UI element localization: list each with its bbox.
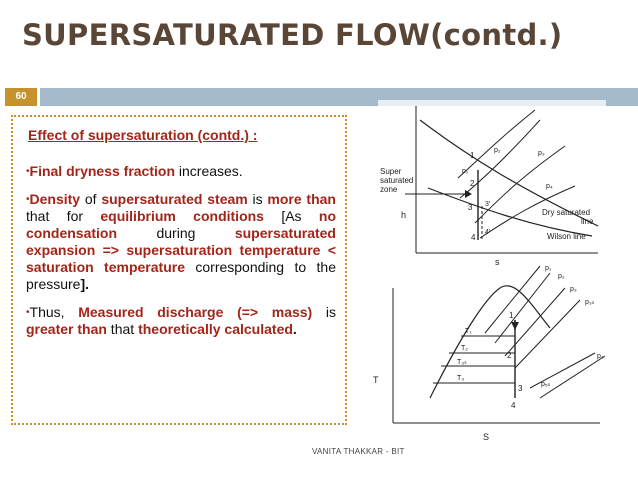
label-T2: T₂ <box>461 345 468 352</box>
text: that for <box>26 208 101 224</box>
label-T1: T₁ <box>465 328 472 335</box>
text: increases. <box>175 163 243 179</box>
slide-title: SUPERSATURATED FLOW(contd.) <box>22 18 563 52</box>
label-p3s: p₃ₛ <box>585 299 595 306</box>
zone-arrowhead <box>465 190 472 198</box>
point-3: 3 <box>468 203 473 212</box>
isobar-p3s <box>514 299 581 369</box>
label-p1: p₁ <box>545 265 552 272</box>
expansion-arrowhead <box>511 322 519 330</box>
point-1: 1 <box>470 151 475 160</box>
text: Thus, <box>29 304 79 320</box>
point-4: 4 <box>511 401 516 410</box>
term: more than <box>267 191 336 207</box>
term: Measured discharge (=> mass) <box>78 304 313 320</box>
ts-diagram: T S T₁ T₂ T₃ₛ T₃ p₁ p₂ p₃ p₃ₛ p₄ p₅ₛ 1 2… <box>373 265 606 442</box>
point-4: 4 <box>471 233 476 242</box>
isobar-p5s <box>539 355 606 399</box>
isobar-p4 <box>479 185 576 239</box>
point-3: 3 <box>518 384 523 393</box>
diagram-band <box>378 100 606 106</box>
dry-saturated-label: Dry saturated <box>542 208 590 217</box>
s-axis-label: s <box>495 257 500 267</box>
label-p3: p₃ <box>570 286 577 293</box>
t-axis-label: T <box>373 375 379 385</box>
term: no condensation <box>26 208 336 241</box>
h-axis-label: h <box>401 210 406 220</box>
label-p4: p₄ <box>546 183 553 190</box>
point-4-prime: 4' <box>485 229 490 236</box>
text: [As <box>263 208 319 224</box>
footer-author: VANITA THAKKAR - BIT <box>312 447 405 456</box>
point-2: 2 <box>507 351 512 360</box>
saturation-dome <box>429 285 551 399</box>
text: during <box>117 225 235 241</box>
isobar-p2 <box>494 272 551 344</box>
text: that <box>106 321 139 337</box>
paragraph-dryness: •Final dryness fraction increases. <box>26 163 336 180</box>
label-p2: p₂ <box>494 147 501 154</box>
term: theoretically calculated <box>138 321 293 337</box>
hs-diagram: Super saturated zone h s p₁ p₂ p₃ p₄ 1 2… <box>378 100 606 267</box>
isobar-p4 <box>529 352 596 389</box>
isobar-p2 <box>459 119 541 199</box>
slide-number: 60 <box>5 88 37 106</box>
label-p3: p₃ <box>538 150 545 157</box>
supersat-label: Super <box>380 167 402 176</box>
supersat-label: zone <box>380 185 398 194</box>
label-p4: p₄ <box>597 353 604 360</box>
point-2: 2 <box>470 179 475 188</box>
term: Density <box>29 191 81 207</box>
term: equilibrium conditions <box>100 208 264 224</box>
text-box: Effect of supersaturation (contd.) : •Fi… <box>11 115 347 425</box>
term: supersaturated expansion => supersaturat… <box>26 225 336 275</box>
text: is <box>312 304 337 320</box>
point-1: 1 <box>509 311 514 320</box>
label-T3: T₃ <box>457 375 464 382</box>
paragraph-discharge: •Thus, Measured discharge (=> mass) is g… <box>26 304 336 338</box>
wilson-line-label: Wilson line <box>547 232 586 241</box>
text: of <box>80 191 102 207</box>
text: is <box>247 191 268 207</box>
label-p2: p₂ <box>558 273 565 280</box>
s-axis-label: S <box>483 432 489 442</box>
wilson-line <box>427 187 593 237</box>
text: corresponding to the pressure <box>26 259 337 292</box>
label-T3s: T₃ₛ <box>457 359 467 366</box>
text: . <box>292 321 297 337</box>
dry-saturated-label: line <box>581 217 594 226</box>
term: supersaturated steam <box>101 191 248 207</box>
text: ]. <box>80 276 90 292</box>
bullet: • <box>26 166 30 177</box>
dry-saturated-line <box>419 119 599 227</box>
isobar-p3 <box>474 145 566 224</box>
supersat-label: saturated <box>380 176 413 185</box>
isobar-p1 <box>457 109 536 179</box>
label-p5s: p₅ₛ <box>541 381 551 388</box>
bullet: • <box>26 194 30 205</box>
term: greater than <box>26 321 107 337</box>
isobar-p1 <box>484 265 541 334</box>
paragraph-density: •Density of supersaturated steam is more… <box>26 191 336 293</box>
point-3-prime: 3' <box>485 201 490 208</box>
term: Final dryness fraction <box>29 163 175 179</box>
section-heading: Effect of supersaturation (contd.) : <box>28 127 258 143</box>
bullet: • <box>26 307 30 318</box>
label-p1: p₁ <box>462 168 469 175</box>
